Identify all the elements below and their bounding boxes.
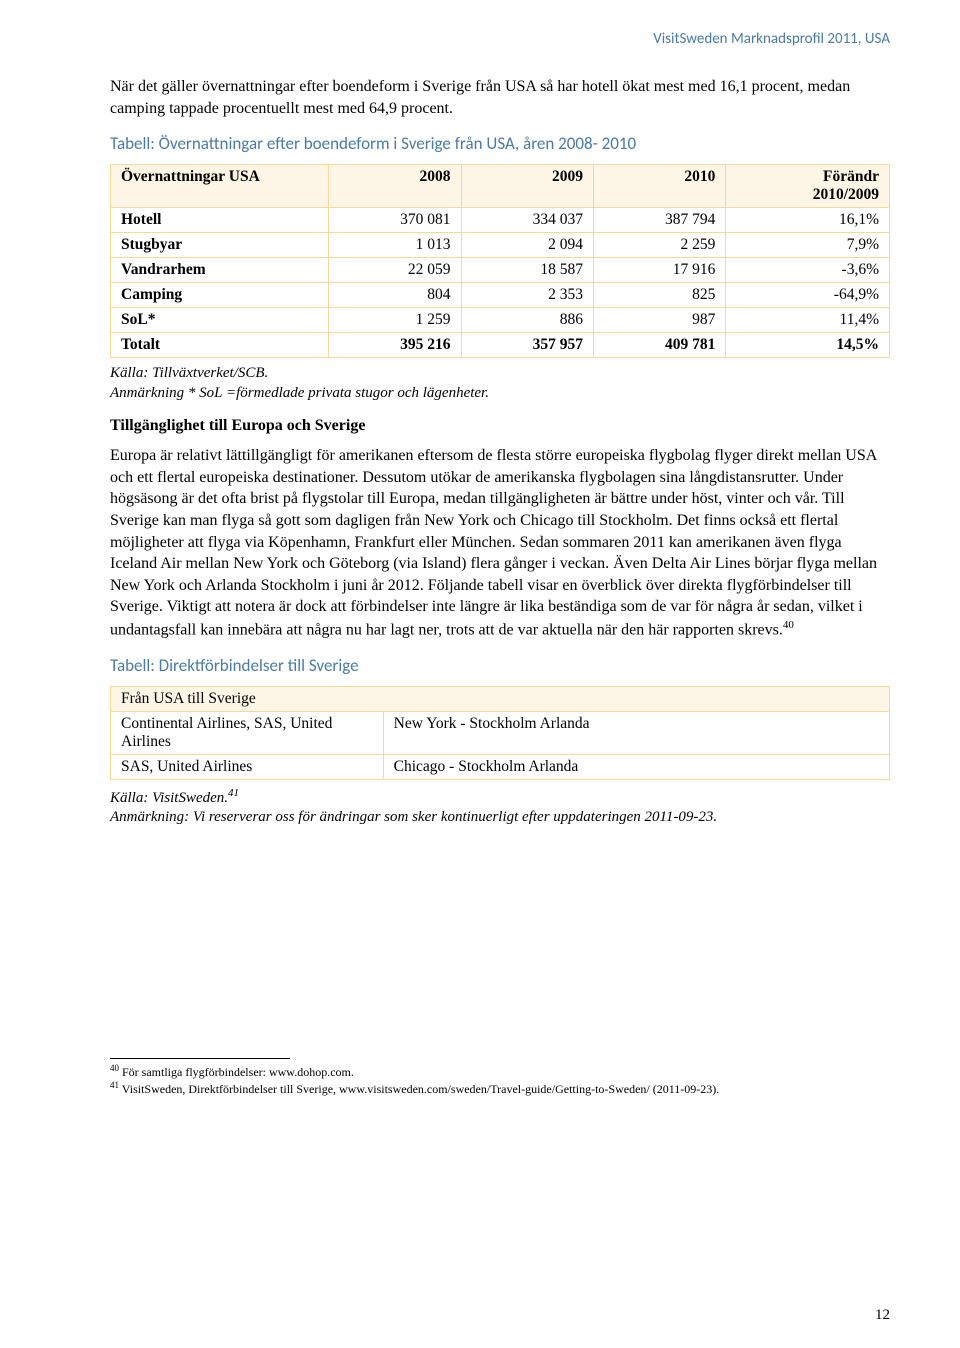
table1-cell: 7,9% <box>726 233 890 258</box>
table2-source-pre: Källa: VisitSweden. <box>110 790 228 806</box>
table1-col4-line1: Förändr <box>823 168 879 185</box>
table1-col2-header: 2009 <box>461 165 593 208</box>
table1-row-label: SoL* <box>111 308 329 333</box>
table2-airlines-cell: Continental Airlines, SAS, United Airlin… <box>111 711 384 754</box>
footnote-ref-40: 40 <box>783 619 794 631</box>
table2-source-line2: Anmärkning: Vi reserverar oss för ändrin… <box>110 809 717 825</box>
table1-cell: 357 957 <box>461 333 593 358</box>
table1-cell: 409 781 <box>593 333 725 358</box>
table1-cell: 395 216 <box>329 333 461 358</box>
table1-col4-header: Förändr 2010/2009 <box>726 165 890 208</box>
table-row: Totalt395 216357 957409 78114,5% <box>111 333 890 358</box>
table1-row-label: Vandrarhem <box>111 258 329 283</box>
table1-col4-line2: 2010/2009 <box>813 186 879 203</box>
table1-source-line1: Källa: Tillväxtverket/SCB. <box>110 365 268 381</box>
table1-header-row: Övernattningar USA 2008 2009 2010 Föränd… <box>111 165 890 208</box>
table2-title: Tabell: Direktförbindelser till Sverige <box>110 655 890 676</box>
table1-cell: 370 081 <box>329 208 461 233</box>
footnotes-block: 40 För samtliga flygförbindelser: www.do… <box>110 1063 890 1098</box>
overnight-stays-table: Övernattningar USA 2008 2009 2010 Föränd… <box>110 164 890 358</box>
footnote-40-text: För samtliga flygförbindelser: www.dohop… <box>119 1065 354 1079</box>
table1-cell: -64,9% <box>726 283 890 308</box>
table1-cell: 11,4% <box>726 308 890 333</box>
table1-cell: 825 <box>593 283 725 308</box>
table2-airlines-cell: SAS, United Airlines <box>111 754 384 779</box>
table1-cell: 18 587 <box>461 258 593 283</box>
accessibility-paragraph: Europa är relativt lättillgängligt för a… <box>110 445 890 641</box>
table1-source: Källa: Tillväxtverket/SCB. Anmärkning * … <box>110 364 890 403</box>
table1-cell: 14,5% <box>726 333 890 358</box>
table-row: SoL*1 25988698711,4% <box>111 308 890 333</box>
table2-header-row: Från USA till Sverige <box>111 686 890 711</box>
table1-cell: 16,1% <box>726 208 890 233</box>
intro-paragraph: När det gäller övernattningar efter boen… <box>110 76 890 119</box>
table2-route-cell: New York - Stockholm Arlanda <box>383 711 889 754</box>
table-row: Hotell370 081334 037387 79416,1% <box>111 208 890 233</box>
document-header: VisitSweden Marknadsprofil 2011, USA <box>110 30 890 48</box>
table2-header-cell: Från USA till Sverige <box>111 686 890 711</box>
table1-cell: 2 259 <box>593 233 725 258</box>
table1-row-label: Hotell <box>111 208 329 233</box>
footnote-40-num: 40 <box>110 1063 119 1073</box>
footnote-40: 40 För samtliga flygförbindelser: www.do… <box>110 1063 890 1081</box>
accessibility-heading: Tillgänglighet till Europa och Sverige <box>110 417 890 435</box>
footnote-separator <box>110 1058 290 1059</box>
table-row: Stugbyar1 0132 0942 2597,9% <box>111 233 890 258</box>
table-row: Vandrarhem22 05918 58717 916-3,6% <box>111 258 890 283</box>
table1-title: Tabell: Övernattningar efter boendeform … <box>110 133 890 154</box>
footnote-41-num: 41 <box>110 1080 119 1090</box>
table1-cell: 334 037 <box>461 208 593 233</box>
footnote-41: 41 VisitSweden, Direktförbindelser till … <box>110 1080 890 1098</box>
table1-cell: 987 <box>593 308 725 333</box>
table1-row-label: Camping <box>111 283 329 308</box>
page-number: 12 <box>875 1307 890 1324</box>
table-row: SAS, United AirlinesChicago - Stockholm … <box>111 754 890 779</box>
accessibility-text: Europa är relativt lättillgängligt för a… <box>110 447 877 638</box>
table1-cell: -3,6% <box>726 258 890 283</box>
table1-cell: 387 794 <box>593 208 725 233</box>
footnote-41-text: VisitSweden, Direktförbindelser till Sve… <box>119 1082 719 1096</box>
table1-cell: 2 094 <box>461 233 593 258</box>
table-row: Camping8042 353825-64,9% <box>111 283 890 308</box>
table1-cell: 2 353 <box>461 283 593 308</box>
table-row: Continental Airlines, SAS, United Airlin… <box>111 711 890 754</box>
table1-cell: 886 <box>461 308 593 333</box>
table1-row-label: Totalt <box>111 333 329 358</box>
table1-cell: 1 259 <box>329 308 461 333</box>
table1-row-label: Stugbyar <box>111 233 329 258</box>
table1-col3-header: 2010 <box>593 165 725 208</box>
table1-cell: 17 916 <box>593 258 725 283</box>
table1-source-line2: Anmärkning * SoL =förmedlade privata stu… <box>110 385 489 401</box>
table1-col0-header: Övernattningar USA <box>111 165 329 208</box>
table2-route-cell: Chicago - Stockholm Arlanda <box>383 754 889 779</box>
direct-flights-table: Från USA till Sverige Continental Airlin… <box>110 686 890 780</box>
table2-source: Källa: VisitSweden.41 Anmärkning: Vi res… <box>110 786 890 828</box>
table1-col1-header: 2008 <box>329 165 461 208</box>
table1-cell: 804 <box>329 283 461 308</box>
page-container: VisitSweden Marknadsprofil 2011, USA När… <box>0 0 960 1348</box>
table1-cell: 22 059 <box>329 258 461 283</box>
footnote-ref-41: 41 <box>228 787 239 799</box>
table1-cell: 1 013 <box>329 233 461 258</box>
